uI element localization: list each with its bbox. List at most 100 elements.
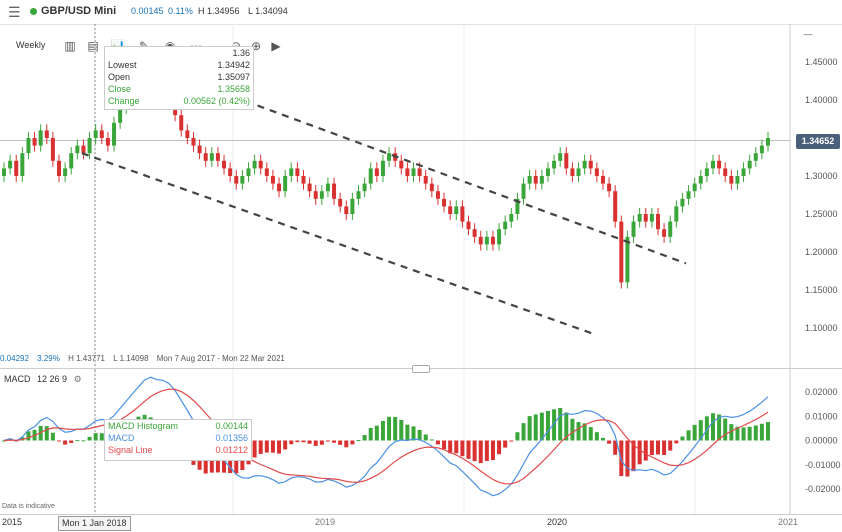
candle-body bbox=[594, 168, 599, 176]
candle-body bbox=[552, 160, 557, 169]
candle-body bbox=[264, 168, 269, 176]
time-label-2021: 2021 bbox=[778, 517, 799, 527]
candle-body bbox=[521, 183, 526, 199]
macd-hist-bar bbox=[723, 418, 728, 441]
signal-line-value: 0.01212 bbox=[215, 445, 248, 455]
macd-hist-value: 0.00144 bbox=[215, 421, 248, 431]
bar-chart-icon[interactable]: ▥ bbox=[64, 39, 76, 53]
candle-body bbox=[515, 198, 520, 214]
macd-hist-bar bbox=[374, 425, 379, 441]
candle-body bbox=[338, 198, 343, 207]
macd-hist-bar bbox=[484, 440, 489, 461]
price-axis-label: 1.45000 bbox=[805, 57, 838, 67]
candle-body bbox=[38, 130, 43, 146]
macd-hist-bar bbox=[69, 440, 74, 444]
candle-body bbox=[558, 153, 563, 161]
price-axis-label: 1.15000 bbox=[805, 285, 838, 295]
candle-body bbox=[197, 145, 202, 154]
macd-hist-bar bbox=[735, 426, 740, 441]
candle-body bbox=[478, 236, 483, 245]
macd-hist-bar bbox=[729, 424, 734, 441]
macd-hist-bar bbox=[600, 437, 605, 441]
collapse-icon[interactable]: — bbox=[803, 29, 813, 39]
candle-body bbox=[289, 168, 294, 176]
candle-body bbox=[662, 229, 667, 237]
candle-body bbox=[57, 160, 62, 176]
candle-body bbox=[741, 168, 746, 176]
candle-body bbox=[766, 138, 770, 146]
macd-settings-icon[interactable]: ⚙ bbox=[73, 374, 82, 384]
candle-body bbox=[442, 198, 447, 207]
candle-body bbox=[20, 153, 25, 176]
pane-resize-handle[interactable] bbox=[412, 365, 430, 373]
macd-hist-bar bbox=[258, 440, 263, 454]
macd-hist-bar bbox=[588, 427, 593, 441]
price-axis-label: 1.30000 bbox=[805, 171, 838, 181]
candle-body bbox=[717, 160, 722, 169]
tooltip-change-label: Change bbox=[108, 96, 140, 106]
candle-body bbox=[93, 130, 98, 138]
candle-body bbox=[582, 160, 587, 169]
macd-hist-bar bbox=[552, 409, 557, 441]
macd-title: MACD 12 26 9 ⚙ bbox=[4, 374, 82, 385]
macd-hist-bar bbox=[674, 440, 679, 444]
symbol-name[interactable]: GBP/USD Mini bbox=[41, 5, 117, 17]
macd-hist-bar bbox=[698, 420, 703, 441]
candle-body bbox=[307, 183, 312, 192]
macd-axis-label: 0.02000 bbox=[805, 387, 838, 397]
macd-line-value: 0.01356 bbox=[215, 433, 248, 443]
candle-body bbox=[655, 214, 660, 230]
macd-hist-bar bbox=[637, 440, 642, 465]
macd-hist-bar bbox=[668, 440, 673, 451]
macd-hist-bar bbox=[332, 440, 337, 443]
candle-body bbox=[295, 168, 300, 176]
candle-body bbox=[710, 160, 715, 169]
candle-body bbox=[735, 176, 740, 184]
macd-hist-bar bbox=[545, 410, 550, 441]
macd-hist-bar bbox=[319, 440, 324, 445]
candle-body bbox=[503, 221, 508, 230]
header-low: L 1.34094 bbox=[248, 6, 288, 16]
macd-hist-bar bbox=[766, 422, 770, 441]
candle-body bbox=[729, 176, 734, 184]
candle-body bbox=[411, 168, 416, 176]
macd-hist-bar bbox=[655, 440, 660, 455]
macd-hist-bar bbox=[594, 432, 599, 441]
candle-body bbox=[649, 214, 654, 222]
macd-hist-bar bbox=[570, 418, 575, 441]
candle-body bbox=[680, 198, 685, 207]
macd-hist-bar bbox=[270, 440, 275, 453]
tooltip-close-label: Close bbox=[108, 84, 132, 94]
candlestick-type-icon[interactable]: ▤ bbox=[87, 39, 99, 53]
candle-body bbox=[399, 160, 404, 169]
candle-body bbox=[277, 183, 282, 192]
range-change: 0.04292 bbox=[0, 354, 29, 363]
header-high: H 1.34956 bbox=[198, 6, 240, 16]
candle-body bbox=[539, 176, 544, 184]
candle-body bbox=[246, 168, 251, 176]
macd-hist-bar bbox=[686, 430, 691, 441]
candle-body bbox=[185, 130, 190, 138]
candle-body bbox=[270, 176, 275, 184]
time-label-2015: 2015 bbox=[2, 517, 23, 527]
macd-hist-bar bbox=[368, 427, 373, 441]
candle-body bbox=[637, 214, 642, 222]
status-dot-icon bbox=[30, 8, 37, 15]
macd-hist-bar bbox=[75, 440, 80, 442]
instrument-header: ☰ GBP/USD Mini 0.00145 0.11% H 1.34956 L… bbox=[0, 0, 842, 25]
play-forward-icon[interactable]: ▶ bbox=[271, 39, 281, 53]
candle-body bbox=[350, 198, 355, 214]
candle-body bbox=[50, 138, 55, 161]
zoom-in-icon[interactable]: ⊕ bbox=[250, 39, 262, 53]
macd-hist-bar bbox=[460, 440, 465, 457]
candle-body bbox=[704, 168, 709, 176]
macd-hist-bar bbox=[643, 440, 648, 461]
macd-hist-bar bbox=[454, 440, 459, 454]
menu-icon[interactable]: ☰ bbox=[8, 4, 21, 20]
candle-body bbox=[619, 221, 624, 283]
macd-hist-bar bbox=[539, 412, 544, 441]
macd-hist-bar bbox=[38, 425, 43, 441]
candle-body bbox=[576, 168, 581, 176]
interval-selector[interactable]: Weekly bbox=[16, 40, 46, 50]
macd-hist-bar bbox=[497, 440, 502, 455]
